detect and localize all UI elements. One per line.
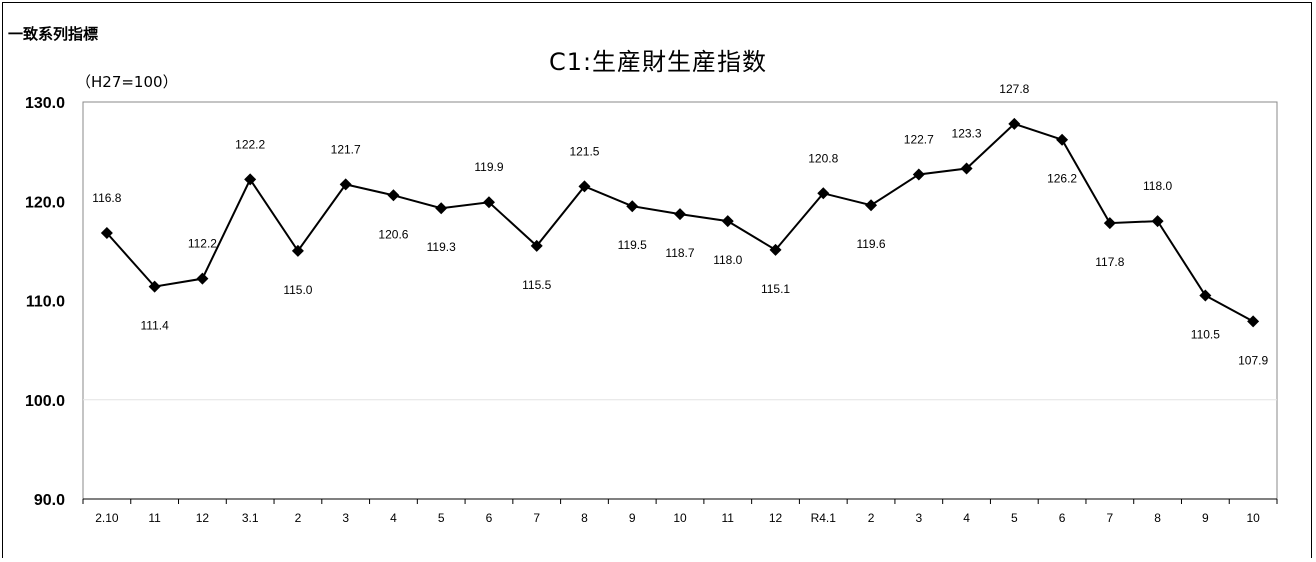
data-point-marker: [148, 280, 161, 293]
x-tick-label: 8: [581, 511, 588, 525]
x-tick-label: 5: [438, 511, 445, 525]
data-label: 119.6: [856, 237, 885, 251]
x-tick-label: 6: [1059, 511, 1066, 525]
x-tick-label: 3.1: [242, 511, 259, 525]
data-label: 121.5: [569, 144, 599, 158]
y-tick-label: 120.0: [25, 194, 65, 211]
data-point-marker: [912, 168, 925, 181]
data-point-marker: [100, 227, 113, 240]
data-label: 120.8: [808, 151, 838, 165]
data-point-marker: [196, 272, 209, 285]
data-label: 127.8: [999, 82, 1029, 96]
data-point-marker: [817, 187, 830, 200]
data-label: 118.0: [1143, 179, 1172, 193]
unit-label: （H27=100）: [76, 73, 178, 91]
data-label: 122.2: [235, 137, 265, 151]
x-tick-label: 10: [673, 511, 687, 525]
data-point-marker: [387, 189, 400, 202]
data-point-marker: [1008, 117, 1021, 130]
x-tick-label: 9: [629, 511, 636, 525]
data-label: 121.7: [331, 142, 361, 156]
x-tick-label: 12: [196, 511, 210, 525]
data-label: 119.5: [618, 238, 647, 252]
data-point-marker: [721, 215, 734, 228]
data-label: 118.0: [713, 253, 742, 267]
data-label: 115.1: [761, 282, 790, 296]
x-tick-label: 5: [1011, 511, 1018, 525]
data-label: 111.4: [141, 319, 170, 333]
data-label: 107.9: [1238, 353, 1268, 367]
data-label: 118.7: [665, 246, 694, 260]
data-point-marker: [339, 178, 352, 191]
data-label: 115.0: [283, 283, 312, 297]
data-point-marker: [1056, 133, 1069, 146]
x-tick-label: 3: [915, 511, 922, 525]
data-point-marker: [626, 200, 639, 213]
data-point-marker: [674, 208, 686, 221]
x-tick-label: 3: [342, 511, 349, 525]
x-tick-label: 2: [868, 511, 875, 525]
x-tick-label: 4: [963, 511, 970, 525]
data-label: 115.5: [522, 278, 551, 292]
data-label: 120.6: [378, 227, 408, 241]
data-label: 116.8: [92, 191, 121, 205]
x-tick-label: 4: [390, 511, 397, 525]
x-tick-label: 6: [486, 511, 493, 525]
plot-area: [82, 101, 1278, 500]
x-tick-label: 11: [722, 511, 735, 525]
data-point-marker: [1199, 289, 1212, 302]
data-point-marker: [1151, 215, 1164, 228]
data-label: 119.3: [427, 240, 456, 254]
x-tick-label: 12: [769, 511, 783, 525]
x-tick-label: 7: [533, 511, 540, 525]
x-tick-label: 10: [1246, 511, 1260, 525]
data-label: 112.2: [188, 237, 217, 251]
x-tick-label: 2.10: [95, 511, 119, 525]
data-point-marker: [769, 243, 782, 256]
data-label: 110.5: [1191, 328, 1220, 342]
data-label: 117.8: [1095, 255, 1124, 269]
x-tick-label: 8: [1154, 511, 1161, 525]
data-point-marker: [865, 199, 878, 212]
x-tick-label: 7: [1106, 511, 1113, 525]
data-point-marker: [244, 173, 257, 186]
data-label: 123.3: [952, 126, 982, 140]
data-point-marker: [482, 196, 495, 209]
y-tick-label: 100.0: [25, 393, 65, 410]
data-label: 126.2: [1047, 172, 1077, 186]
x-tick-label: R4.1: [811, 511, 837, 525]
chart-title: C1:生産財生産指数: [548, 48, 768, 76]
data-point-marker: [1103, 217, 1116, 230]
y-tick-label: 130.0: [25, 95, 65, 112]
y-tick-label: 90.0: [34, 492, 65, 509]
data-point-marker: [530, 239, 543, 252]
x-tick-label: 2: [295, 511, 302, 525]
x-tick-label: 11: [148, 511, 161, 525]
data-point-marker: [578, 180, 591, 193]
series-line: [106, 122, 1254, 323]
data-label: 122.7: [904, 132, 934, 146]
data-label: 119.9: [474, 160, 503, 174]
x-tick-label: 9: [1202, 511, 1209, 525]
data-point-marker: [960, 162, 973, 175]
series-category-label: 一致系列指標: [8, 25, 99, 43]
data-point-marker: [435, 202, 448, 215]
data-point-marker: [1247, 315, 1260, 328]
y-tick-label: 110.0: [26, 294, 65, 311]
data-point-marker: [291, 244, 304, 257]
